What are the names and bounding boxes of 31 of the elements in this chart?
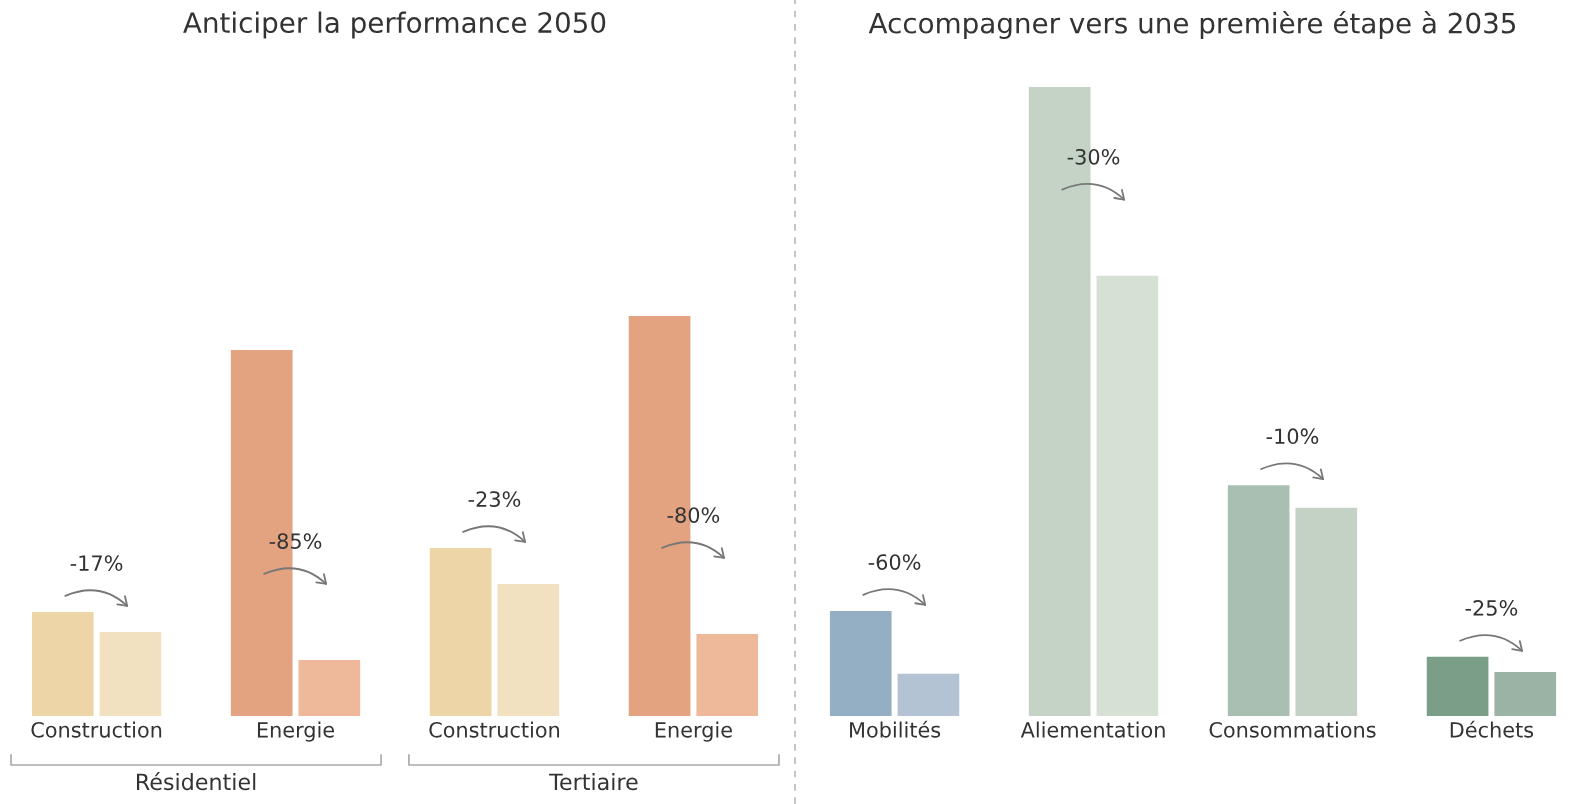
x-tick-label: Energie [257, 721, 335, 742]
bar [1227, 485, 1290, 716]
bar [696, 634, 759, 716]
chart-title: Accompagner vers une première étape à 2035 [868, 11, 1516, 39]
bar [99, 632, 162, 716]
annotation: -23% [468, 491, 521, 507]
bar [1494, 671, 1557, 716]
text: Résidentiel [137, 772, 256, 791]
x-tick-label: Mobilités [850, 720, 941, 738]
x-tick-label: Energie [655, 721, 732, 742]
chart-title: Anticiper la performance 2050 [183, 11, 606, 39]
bar [298, 660, 361, 716]
x-tick-label: Déchets [1450, 720, 1534, 738]
bar [497, 584, 560, 716]
x-tick-label: Aliementation [1020, 721, 1165, 738]
annotation: -30% [1067, 148, 1120, 165]
bar [829, 610, 892, 716]
bar [1096, 275, 1159, 716]
annotation: -60% [868, 554, 921, 570]
annotation: -10% [1266, 428, 1319, 445]
annotation: -25% [1465, 600, 1518, 616]
annotation: -17% [70, 555, 123, 571]
bar [1426, 656, 1489, 716]
x-tick-label: Construction [429, 721, 560, 738]
bar [31, 612, 94, 716]
bar [429, 548, 492, 716]
bar [1295, 507, 1358, 716]
x-tick-label: Construction [31, 721, 162, 738]
text: Tertiaire [549, 773, 638, 791]
bar [897, 673, 960, 716]
x-tick-label: Consommations [1209, 721, 1376, 738]
